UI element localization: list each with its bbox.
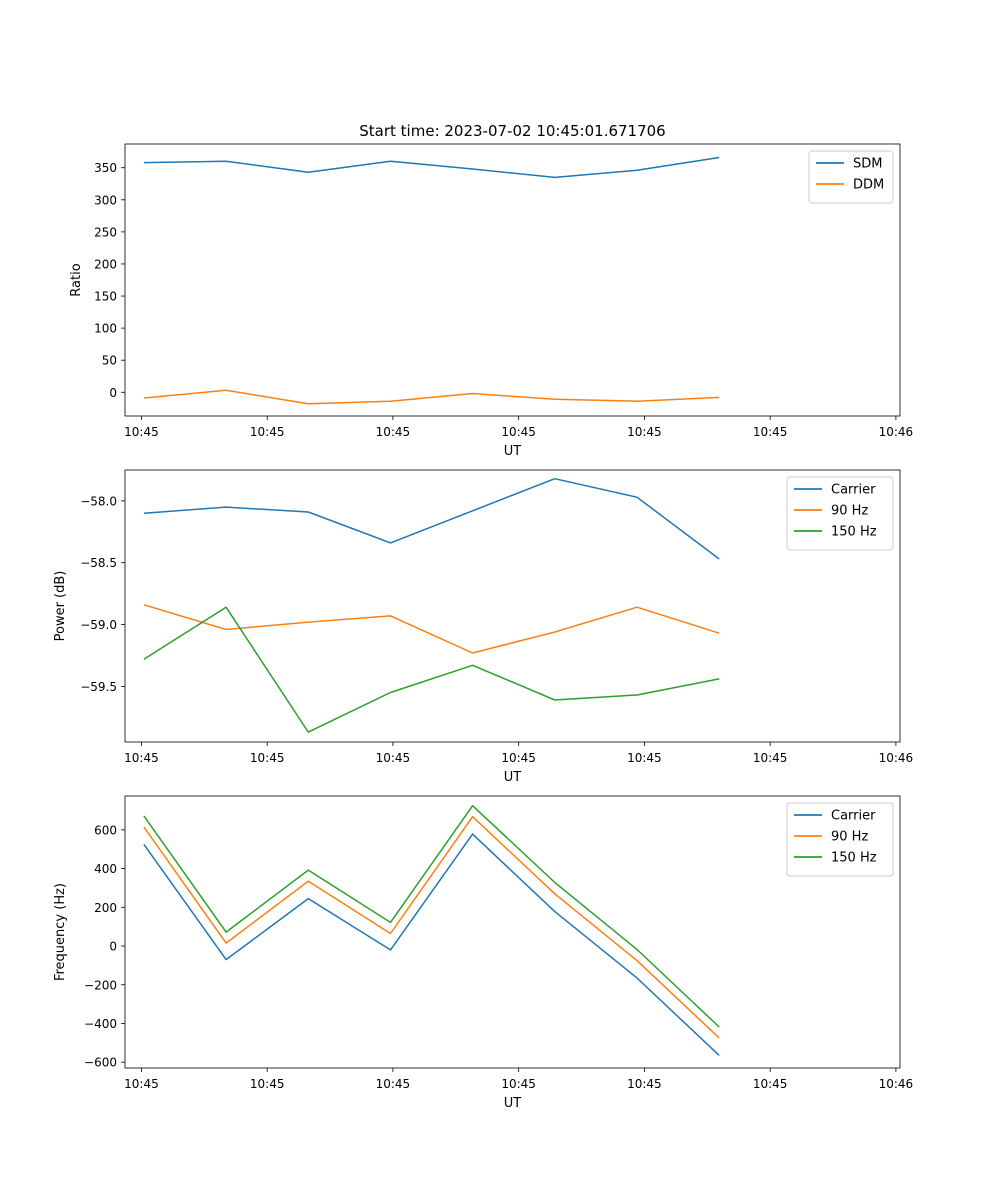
y-tick-label: 0 [109, 386, 117, 400]
x-tick-label: 10:45 [124, 751, 159, 765]
y-tick-label: −59.0 [80, 618, 117, 632]
y-axis-label: Power (dB) [53, 571, 68, 642]
x-tick-label: 10:46 [879, 1077, 914, 1091]
x-axis-label: UT [504, 770, 522, 785]
panels: 10:45 10:45 10:45 10:45 10:45 10:45 10:46 0 50 10… [53, 143, 914, 1111]
x-tick-label: 10:45 [124, 1077, 159, 1091]
legend-label: 150 Hz [831, 851, 877, 866]
y-tick-label: 350 [94, 161, 117, 175]
x-tick-label: 10:45 [627, 425, 662, 439]
axes-frame [124, 469, 901, 743]
legend-label: 150 Hz [831, 525, 877, 540]
y-tick-label: 200 [94, 257, 117, 271]
y-tick-label: 150 [94, 290, 117, 304]
x-tick-label: 10:45 [376, 425, 411, 439]
series-line-carrier [143, 477, 720, 560]
series-line-150-hz [143, 606, 720, 733]
panel-3: 10:45 10:45 10:45 10:45 10:45 10:45 10:46 −600 −… [53, 795, 914, 1111]
y-tick-label: 50 [102, 354, 117, 368]
y-tick-label: 0 [109, 940, 117, 954]
x-axis-label: UT [504, 1096, 522, 1111]
legend-label: Carrier [831, 483, 876, 498]
legend-label: 90 Hz [831, 504, 868, 519]
y-tick-label: −200 [84, 978, 117, 992]
x-tick-label: 10:45 [501, 751, 536, 765]
legend: Carrier 90 Hz 150 Hz [786, 476, 894, 551]
axes-frame [124, 143, 901, 417]
x-tick-label: 10:45 [627, 751, 662, 765]
legend-label: SDM [853, 157, 882, 172]
y-tick-label: −400 [84, 1017, 117, 1031]
x-tick-label: 10:46 [879, 751, 914, 765]
y-tick-label: −600 [84, 1056, 117, 1070]
x-tick-label: 10:45 [753, 425, 788, 439]
x-tick-label: 10:45 [250, 1077, 285, 1091]
y-tick-label: 600 [94, 823, 117, 837]
x-tick-label: 10:45 [627, 1077, 662, 1091]
y-tick-label: −58.0 [80, 494, 117, 508]
y-tick-label: 100 [94, 322, 117, 336]
panel-1: 10:45 10:45 10:45 10:45 10:45 10:45 10:46 0 50 10… [69, 143, 914, 459]
panel-2: 10:45 10:45 10:45 10:45 10:45 10:45 10:46 −58.0… [53, 469, 914, 785]
series-line-carrier [143, 833, 720, 1056]
legend: SDM DDM [808, 150, 894, 204]
x-tick-label: 10:45 [250, 751, 285, 765]
legend-label: Carrier [831, 809, 876, 824]
y-tick-label: −58.5 [80, 556, 117, 570]
x-tick-label: 10:45 [753, 1077, 788, 1091]
y-axis-label: Ratio [69, 263, 84, 296]
y-tick-label: 300 [94, 193, 117, 207]
x-tick-label: 10:45 [376, 1077, 411, 1091]
legend: Carrier 90 Hz 150 Hz [786, 802, 894, 877]
x-tick-label: 10:45 [250, 425, 285, 439]
figure-title: Start time: 2023-07-02 10:45:01.671706 [359, 122, 665, 140]
x-tick-label: 10:45 [753, 751, 788, 765]
legend-frame [808, 150, 894, 204]
x-tick-label: 10:45 [501, 425, 536, 439]
series-line-150-hz [143, 804, 720, 1028]
series-line-sdm [143, 156, 720, 179]
axes-frame [124, 795, 901, 1069]
y-tick-label: 400 [94, 862, 117, 876]
x-tick-label: 10:46 [879, 425, 914, 439]
x-axis-label: UT [504, 444, 522, 459]
legend-label: DDM [853, 178, 884, 193]
y-axis-label: Frequency (Hz) [53, 883, 68, 981]
x-tick-label: 10:45 [501, 1077, 536, 1091]
series-line-ddm [143, 389, 720, 405]
x-tick-label: 10:45 [124, 425, 159, 439]
y-tick-label: −59.5 [80, 680, 117, 694]
x-tick-label: 10:45 [376, 751, 411, 765]
y-tick-label: 200 [94, 901, 117, 915]
y-tick-label: 250 [94, 225, 117, 239]
legend-label: 90 Hz [831, 830, 868, 845]
series-line-90-hz [143, 815, 720, 1039]
